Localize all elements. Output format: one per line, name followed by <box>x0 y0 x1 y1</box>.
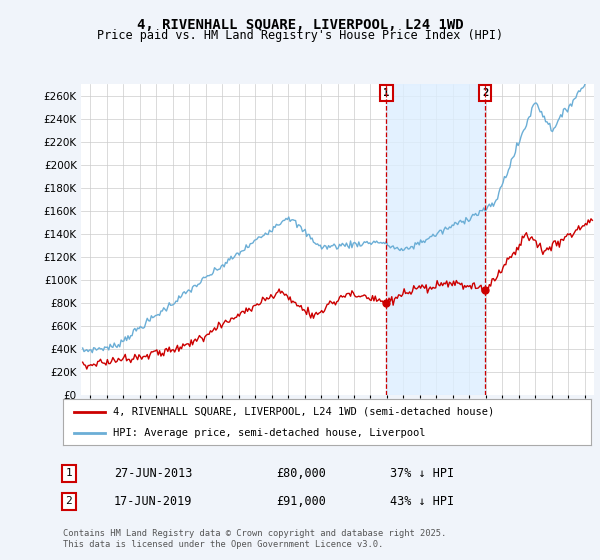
Text: £80,000: £80,000 <box>276 466 326 480</box>
Text: Contains HM Land Registry data © Crown copyright and database right 2025.
This d: Contains HM Land Registry data © Crown c… <box>63 529 446 549</box>
Text: Price paid vs. HM Land Registry's House Price Index (HPI): Price paid vs. HM Land Registry's House … <box>97 29 503 42</box>
Text: HPI: Average price, semi-detached house, Liverpool: HPI: Average price, semi-detached house,… <box>113 428 425 438</box>
Text: 27-JUN-2013: 27-JUN-2013 <box>114 466 193 480</box>
Text: 2: 2 <box>65 496 73 506</box>
Text: 1: 1 <box>65 468 73 478</box>
Bar <box>386 84 485 395</box>
Text: 2: 2 <box>482 88 488 98</box>
Text: 43% ↓ HPI: 43% ↓ HPI <box>390 494 454 508</box>
Text: £91,000: £91,000 <box>276 494 326 508</box>
Text: 37% ↓ HPI: 37% ↓ HPI <box>390 466 454 480</box>
Text: 1: 1 <box>383 88 389 98</box>
Text: 17-JUN-2019: 17-JUN-2019 <box>114 494 193 508</box>
Text: 4, RIVENHALL SQUARE, LIVERPOOL, L24 1WD: 4, RIVENHALL SQUARE, LIVERPOOL, L24 1WD <box>137 18 463 32</box>
Text: 4, RIVENHALL SQUARE, LIVERPOOL, L24 1WD (semi-detached house): 4, RIVENHALL SQUARE, LIVERPOOL, L24 1WD … <box>113 407 494 417</box>
